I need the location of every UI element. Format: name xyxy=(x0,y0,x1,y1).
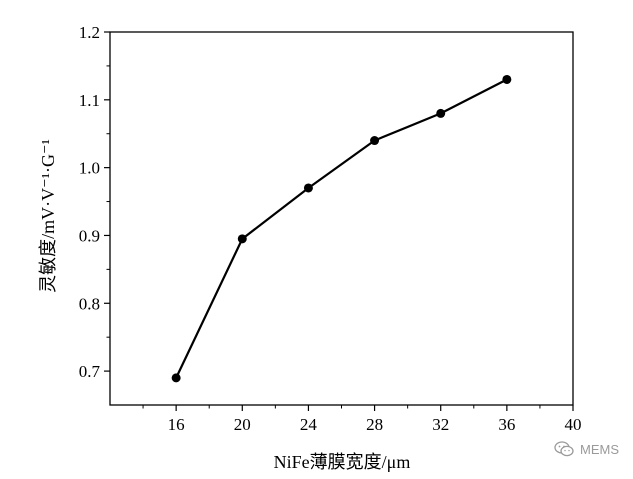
x-axis-title: NiFe薄膜宽度/μm xyxy=(274,452,411,472)
y-tick-label: 0.8 xyxy=(79,294,100,313)
x-tick-label: 16 xyxy=(168,415,185,434)
plot-frame xyxy=(109,31,574,406)
watermark: MEMS xyxy=(554,441,619,457)
data-point xyxy=(370,136,380,146)
y-tick-label: 1.2 xyxy=(79,23,100,42)
data-point xyxy=(436,108,446,118)
x-tick-label: 32 xyxy=(432,415,449,434)
watermark-text: MEMS xyxy=(580,441,619,457)
y-tick-label: 0.7 xyxy=(79,362,101,381)
data-point xyxy=(171,373,181,383)
y-tick-label: 1.0 xyxy=(79,159,100,178)
data-point xyxy=(502,74,512,84)
data-point xyxy=(303,183,313,193)
x-tick-label: 28 xyxy=(366,415,383,434)
x-tick-label: 24 xyxy=(300,415,318,434)
x-tick-label: 40 xyxy=(565,415,582,434)
data-point xyxy=(237,234,247,244)
x-tick-label: 20 xyxy=(234,415,251,434)
y-tick-label: 1.1 xyxy=(79,91,100,110)
wechat-icon xyxy=(554,441,574,457)
series-line xyxy=(175,78,508,379)
y-axis-title: 灵敏度/mV·V⁻¹·G⁻¹ xyxy=(38,139,58,293)
x-tick-label: 36 xyxy=(498,415,515,434)
y-tick-label: 0.9 xyxy=(79,226,100,245)
